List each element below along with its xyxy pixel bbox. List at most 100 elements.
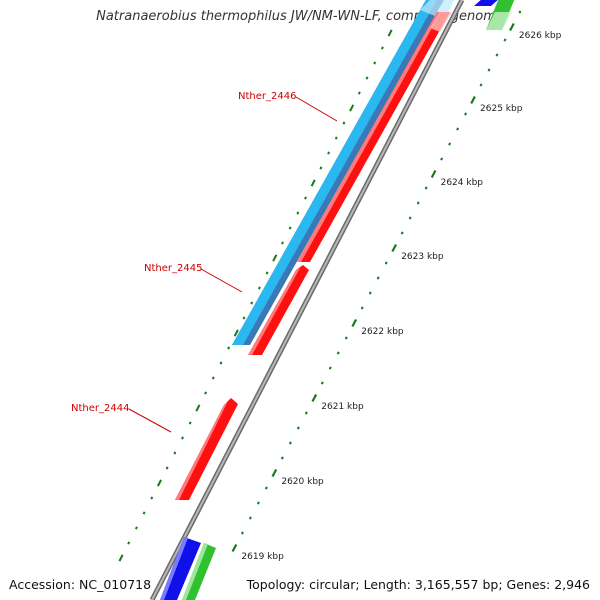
outer-ring-dot bbox=[365, 76, 369, 80]
outer-ring-tick bbox=[310, 179, 316, 187]
scale-minor-tick bbox=[360, 306, 364, 310]
scale-minor-tick bbox=[408, 216, 412, 220]
outer-ring-tick bbox=[272, 254, 278, 262]
gene-blue-top[interactable] bbox=[474, 0, 500, 6]
scale-tick-label-2623: 2623 kbp bbox=[401, 252, 444, 262]
scale-tick-label-2619: 2619 kbp bbox=[241, 552, 284, 562]
outer-dotted-ring bbox=[118, 29, 393, 562]
scale-tick-2624 bbox=[430, 169, 437, 179]
scale-minor-tick bbox=[240, 531, 244, 535]
outer-ring-dot bbox=[150, 496, 154, 500]
accession-text: Accession: NC_010718 bbox=[9, 577, 152, 592]
genome-summary-text: Topology: circular; Length: 3,165,557 bp… bbox=[246, 577, 590, 592]
outer-ring-dot bbox=[296, 211, 300, 215]
scale-minor-tick bbox=[479, 83, 483, 87]
scale-tick-label-2621: 2621 kbp bbox=[321, 402, 364, 412]
scale-tick-2623 bbox=[391, 243, 398, 253]
outer-ring-dot bbox=[288, 226, 292, 230]
outer-ring-dot bbox=[211, 376, 215, 380]
scale-tick-2619 bbox=[231, 543, 238, 553]
outer-ring-dot bbox=[342, 121, 346, 125]
gene-nther-2444-shade bbox=[175, 401, 228, 500]
gene-nther-2445-top-fade bbox=[430, 12, 452, 32]
scale-minor-tick bbox=[280, 456, 284, 460]
outer-ring-dot bbox=[334, 136, 338, 140]
outer-ring-dot bbox=[204, 391, 208, 395]
scale-minor-tick bbox=[344, 336, 348, 340]
outer-ring-tick bbox=[233, 329, 239, 337]
gene-green-top-fade bbox=[486, 12, 512, 30]
genome-title: Natranaerobius thermophilus JW/NM-WN-LF,… bbox=[96, 9, 504, 24]
outer-ring-dot bbox=[380, 46, 384, 50]
gene-label-nther-2445: Nther_2445 bbox=[144, 263, 202, 274]
scale-minor-tick bbox=[518, 10, 522, 14]
scale-tick-labels: 2619 kbp 2620 kbp 2621 kbp 2622 kbp 2623 kbp… bbox=[241, 31, 561, 562]
scale-tick-label-2625: 2625 kbp bbox=[480, 104, 523, 114]
scale-tick-2625 bbox=[470, 95, 476, 105]
scale-tick-label-2626: 2626 kbp bbox=[519, 31, 562, 41]
outer-ring-tick bbox=[118, 554, 124, 562]
outer-ring-dot bbox=[304, 196, 307, 200]
outer-ring-dot bbox=[357, 91, 361, 95]
scale-minor-tick bbox=[304, 411, 308, 415]
scale-minor-tick bbox=[503, 38, 507, 42]
scale-tick-label-2622: 2622 kbp bbox=[361, 327, 404, 337]
outer-ring-dot bbox=[257, 286, 261, 290]
outer-ring-tick bbox=[349, 104, 355, 112]
outer-ring-dot bbox=[173, 451, 177, 455]
scale-minor-tick bbox=[256, 501, 260, 505]
outer-ring-dot bbox=[165, 466, 169, 470]
outer-ring-dot bbox=[319, 166, 323, 170]
outer-ring-dot bbox=[142, 511, 146, 515]
outer-ring-dot bbox=[327, 151, 331, 155]
outer-ring-tick bbox=[387, 29, 393, 37]
outer-ring-dot bbox=[242, 316, 246, 320]
outer-ring-dot bbox=[227, 346, 231, 350]
scale-minor-tick bbox=[464, 112, 468, 116]
gene-label-nther-2446: Nther_2446 bbox=[238, 91, 296, 102]
scale-tick-label-2620: 2620 kbp bbox=[281, 477, 324, 487]
gene-blue-bottom[interactable] bbox=[160, 537, 201, 600]
gene-label-nther-2444: Nther_2444 bbox=[71, 403, 129, 414]
scale-tick-2626 bbox=[509, 22, 515, 32]
scale-tick-2620 bbox=[271, 468, 278, 478]
scale-minor-tick bbox=[400, 231, 404, 235]
gene-nther-2446-body bbox=[232, 0, 437, 345]
outer-ring-dot bbox=[188, 421, 192, 425]
outer-ring-dot bbox=[373, 61, 377, 65]
label-leader-nther-2446 bbox=[295, 96, 338, 122]
scale-tick-2621 bbox=[311, 393, 318, 403]
scale-minor-tick bbox=[424, 186, 428, 190]
scale-minor-tick bbox=[456, 127, 460, 131]
gene-green-bottom-shade bbox=[182, 543, 208, 600]
gene-nther-2445-shade bbox=[297, 12, 441, 262]
outer-ring-dot bbox=[219, 361, 223, 365]
scale-minor-tick bbox=[264, 486, 268, 490]
scale-minor-tick bbox=[248, 516, 252, 520]
scale-tick-2622 bbox=[351, 318, 358, 328]
gene-nther-2445-segment-shade bbox=[248, 268, 300, 355]
outer-ring-dot bbox=[127, 541, 131, 545]
label-leader-nther-2444 bbox=[128, 408, 172, 433]
label-leader-nther-2445 bbox=[200, 268, 243, 293]
scale-minor-tick bbox=[296, 426, 300, 430]
scale-minor-tick bbox=[320, 381, 324, 385]
outer-ring-tick bbox=[195, 404, 201, 412]
outer-ring-dot bbox=[134, 526, 138, 530]
scale-minor-tick bbox=[328, 366, 332, 370]
outer-ring-dot bbox=[265, 271, 269, 275]
outer-ring-dot bbox=[250, 301, 254, 305]
scale-minor-tick bbox=[376, 276, 380, 280]
scale-minor-tick bbox=[368, 291, 372, 295]
scale-minor-tick bbox=[416, 201, 420, 205]
genome-backbone-highlight bbox=[151, 0, 463, 600]
scale-tick-label-2624: 2624 kbp bbox=[441, 178, 484, 188]
outer-ring-dot bbox=[181, 436, 184, 440]
gene-blue-bottom-shade bbox=[160, 537, 188, 600]
scale-ticks bbox=[231, 10, 522, 553]
outer-ring-dot bbox=[281, 241, 284, 245]
scale-minor-tick bbox=[448, 142, 452, 146]
outer-ring-tick bbox=[156, 479, 162, 487]
